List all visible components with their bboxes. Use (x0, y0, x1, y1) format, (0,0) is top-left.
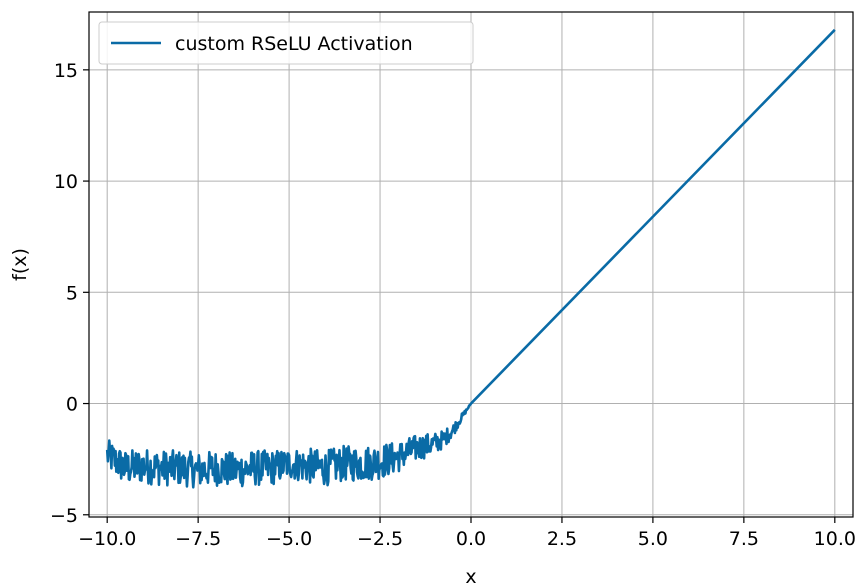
x-tick-label: −5.0 (266, 528, 312, 550)
x-tick-label: −10.0 (78, 528, 136, 550)
x-tick-label: 5.0 (638, 528, 668, 550)
x-tick-label: −7.5 (175, 528, 221, 550)
x-axis-label: x (465, 566, 476, 588)
x-tick-label: 0.0 (456, 528, 486, 550)
x-tick-label: 7.5 (729, 528, 759, 550)
x-tick-label: −2.5 (357, 528, 403, 550)
y-tick-label: 5 (66, 282, 78, 304)
legend: custom RSeLU Activation (99, 22, 473, 64)
y-tick-label: 15 (54, 60, 78, 82)
y-axis-label: f(x) (9, 248, 31, 281)
y-tick-label: 10 (54, 171, 78, 193)
x-tick-label: 2.5 (547, 528, 577, 550)
x-tick-label: 10.0 (814, 528, 856, 550)
legend-label: custom RSeLU Activation (175, 33, 413, 55)
y-tick-label: −5 (50, 505, 78, 527)
y-tick-label: 0 (66, 394, 78, 416)
